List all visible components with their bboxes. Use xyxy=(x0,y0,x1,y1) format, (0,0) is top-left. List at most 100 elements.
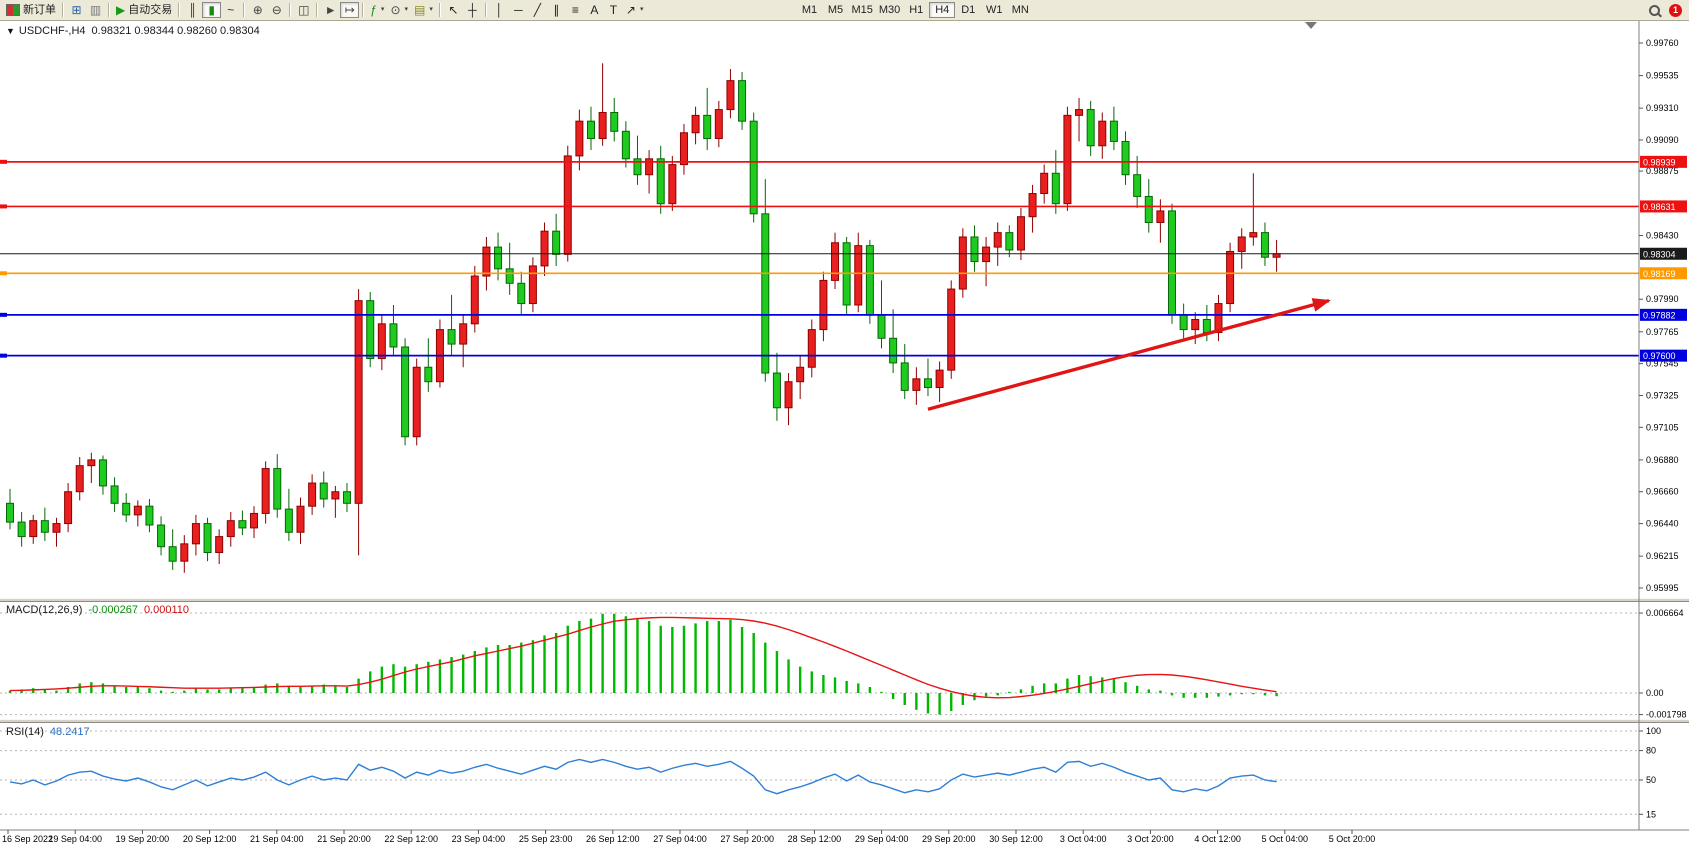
timeframe-h1-button[interactable]: H1 xyxy=(903,2,929,18)
charts-button[interactable]: ⊞ xyxy=(67,2,86,18)
rsi-panel xyxy=(0,730,1639,815)
channel-button[interactable]: ∥ xyxy=(547,2,566,18)
templates-button[interactable]: ▤ ▾ xyxy=(411,2,436,18)
svg-text:21 Sep 04:00: 21 Sep 04:00 xyxy=(250,834,304,844)
search-button[interactable] xyxy=(1645,2,1664,18)
svg-text:0.98939: 0.98939 xyxy=(1643,157,1676,167)
toolbar-separator xyxy=(243,3,246,17)
svg-text:80: 80 xyxy=(1646,746,1656,756)
dropdown-arrow-icon: ▾ xyxy=(404,6,409,13)
candlestick-button[interactable]: ▮ xyxy=(202,2,222,18)
periods-icon: ⊙ xyxy=(390,3,401,17)
timeframe-m5-button[interactable]: M5 xyxy=(822,2,848,18)
timeframe-mn-button[interactable]: MN xyxy=(1007,2,1033,18)
svg-text:0.00: 0.00 xyxy=(1646,688,1664,698)
toolbar-separator xyxy=(108,3,110,17)
svg-text:22 Sep 12:00: 22 Sep 12:00 xyxy=(384,834,438,844)
svg-text:0.96215: 0.96215 xyxy=(1646,551,1679,561)
svg-text:0.98631: 0.98631 xyxy=(1643,202,1676,212)
svg-text:100: 100 xyxy=(1646,726,1661,736)
text-button[interactable]: A xyxy=(585,2,604,18)
autotrading-button-label: 自动交易 xyxy=(128,4,173,16)
new-order-button[interactable]: 新订单 xyxy=(3,2,59,18)
timeframe-d1-button[interactable]: D1 xyxy=(955,2,981,18)
timeframe-m15-button[interactable]: M15 xyxy=(848,2,875,18)
line-chart-button[interactable]: ~ xyxy=(221,2,240,18)
fibonacci-button[interactable]: ≡ xyxy=(566,2,585,18)
horizontal-line-button[interactable]: ─ xyxy=(509,2,528,18)
cursor-button[interactable]: ↖ xyxy=(444,2,463,18)
svg-text:19 Sep 20:00: 19 Sep 20:00 xyxy=(116,834,170,844)
zoom-in-icon: ⊕ xyxy=(252,3,263,17)
collapse-arrow-icon[interactable]: ▼ xyxy=(6,26,15,36)
crosshair-button[interactable]: ┼ xyxy=(463,2,482,18)
channel-icon: ∥ xyxy=(553,3,560,17)
zoom-out-button[interactable]: ⊖ xyxy=(267,2,286,18)
toolbar-separator xyxy=(62,3,64,17)
svg-text:0.96880: 0.96880 xyxy=(1646,455,1679,465)
bar-chart-icon: ║ xyxy=(188,3,197,17)
svg-text:16 Sep 2022: 16 Sep 2022 xyxy=(2,834,53,844)
timeframe-m30-button[interactable]: M30 xyxy=(876,2,903,18)
timeframe-group: M1 M5 M15 M30 H1 H4 D1 W1 MN xyxy=(796,2,1033,18)
main-toolbar: 新订单 ⊞ ▥ ▶ 自动交易 ║ ▮ ~ ⊕ ⊖ ◫ ► ↦ ƒ ▾ ⊙ ▾ ▤ ▾ ↖ ┼ │ ─ ╱ ∥ ≡ A T ↗ ▾ M1 M5 M… xyxy=(0,0,1689,21)
autotrading-button[interactable]: ▶ 自动交易 xyxy=(113,2,175,18)
tile-windows-button[interactable]: ◫ xyxy=(294,2,313,18)
cursor-icon: ↖ xyxy=(448,3,459,17)
market-watch-button[interactable]: ▥ xyxy=(86,2,105,18)
svg-text:-0.001798: -0.001798 xyxy=(1646,710,1687,720)
timeframe-w1-button[interactable]: W1 xyxy=(981,2,1007,18)
market-watch-icon: ▥ xyxy=(89,3,102,17)
macd-panel xyxy=(0,612,1639,716)
hline-icon: ─ xyxy=(514,3,523,17)
svg-text:20 Sep 12:00: 20 Sep 12:00 xyxy=(183,834,237,844)
svg-text:0.97545: 0.97545 xyxy=(1646,359,1679,369)
new-order-button-label: 新订单 xyxy=(23,4,56,16)
svg-text:5 Oct 04:00: 5 Oct 04:00 xyxy=(1262,834,1309,844)
auto-scroll-button[interactable]: ► xyxy=(321,2,340,18)
search-icon xyxy=(1649,4,1660,16)
svg-text:27 Sep 20:00: 27 Sep 20:00 xyxy=(720,834,774,844)
svg-text:3 Oct 04:00: 3 Oct 04:00 xyxy=(1060,834,1107,844)
svg-text:0.99535: 0.99535 xyxy=(1646,71,1679,81)
trendline-button[interactable]: ╱ xyxy=(528,2,547,18)
arrows-button[interactable]: ↗ ▾ xyxy=(623,2,647,18)
charts-icon: ⊞ xyxy=(71,3,82,17)
svg-text:19 Sep 04:00: 19 Sep 04:00 xyxy=(48,834,102,844)
templates-icon: ▤ xyxy=(414,3,426,17)
svg-text:29 Sep 20:00: 29 Sep 20:00 xyxy=(922,834,976,844)
vline-icon: │ xyxy=(495,3,504,17)
svg-text:30 Sep 12:00: 30 Sep 12:00 xyxy=(989,834,1043,844)
indicators-button[interactable]: ƒ ▾ xyxy=(367,2,387,18)
chart-shift-button[interactable]: ↦ xyxy=(340,2,360,18)
autotrading-icon: ▶ xyxy=(116,3,126,17)
chart-shift-marker-icon xyxy=(1305,22,1317,29)
svg-text:27 Sep 04:00: 27 Sep 04:00 xyxy=(653,834,707,844)
svg-text:5 Oct 20:00: 5 Oct 20:00 xyxy=(1329,834,1376,844)
svg-text:4 Oct 12:00: 4 Oct 12:00 xyxy=(1194,834,1241,844)
svg-text:0.96660: 0.96660 xyxy=(1646,487,1679,497)
svg-text:0.99310: 0.99310 xyxy=(1646,103,1679,113)
svg-text:15: 15 xyxy=(1646,809,1656,819)
bar-chart-button[interactable]: ║ xyxy=(183,2,202,18)
label-button[interactable]: T xyxy=(604,2,623,18)
svg-text:0.96440: 0.96440 xyxy=(1646,519,1679,529)
notification-badge[interactable]: 1 xyxy=(1669,3,1682,17)
timeframe-m1-button[interactable]: M1 xyxy=(796,2,822,18)
zoom-in-button[interactable]: ⊕ xyxy=(248,2,267,18)
trend-arrow xyxy=(927,298,1331,411)
toolbar-separator xyxy=(178,3,181,17)
svg-text:0.95995: 0.95995 xyxy=(1646,583,1679,593)
timeframe-h4-button[interactable]: H4 xyxy=(929,2,956,18)
indicators-icon: ƒ xyxy=(370,3,377,17)
svg-text:0.97105: 0.97105 xyxy=(1646,422,1679,432)
dropdown-arrow-icon: ▾ xyxy=(639,6,644,13)
toolbar-separator xyxy=(484,3,487,17)
toolbar-separator xyxy=(362,3,365,17)
svg-text:3 Oct 20:00: 3 Oct 20:00 xyxy=(1127,834,1174,844)
vertical-line-button[interactable]: │ xyxy=(490,2,509,18)
periods-button[interactable]: ⊙ ▾ xyxy=(387,2,411,18)
